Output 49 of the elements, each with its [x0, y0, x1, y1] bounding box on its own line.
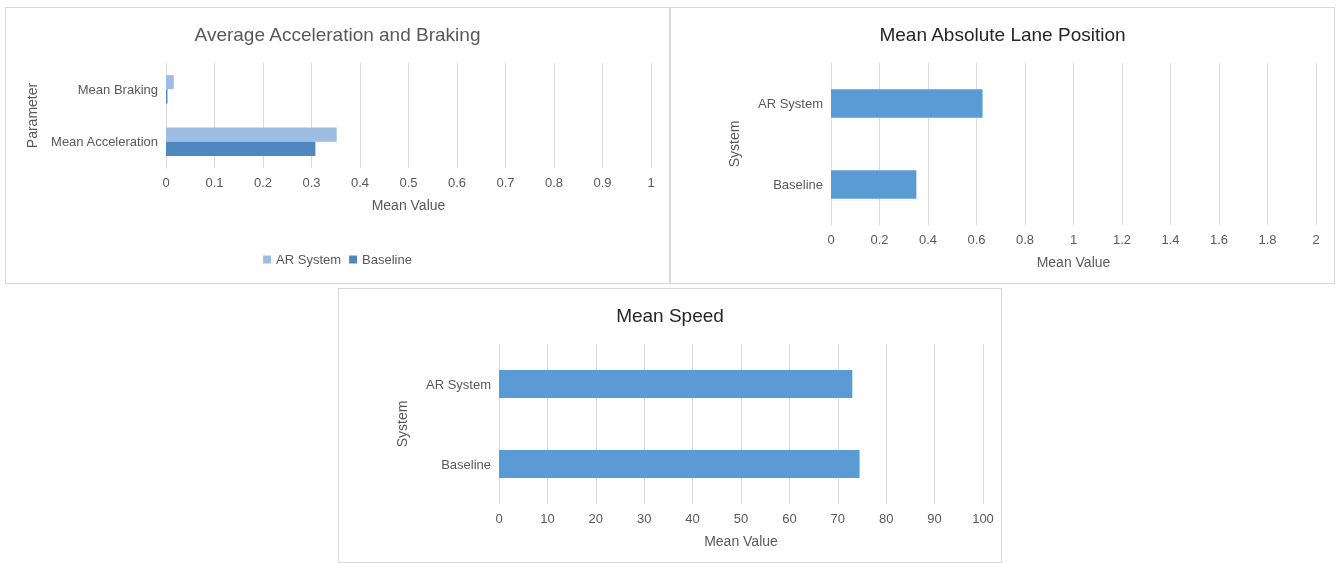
x-tick-label: 0.8	[1015, 232, 1035, 247]
x-tick-label: 40	[685, 511, 700, 526]
x-axis-title: Mean Value	[1036, 254, 1111, 270]
bar	[166, 75, 174, 90]
x-tick-label: 0.7	[496, 175, 515, 190]
x-tick-label: 2	[1312, 232, 1320, 247]
x-axis-title: Mean Value	[704, 533, 779, 549]
legend-label: Baseline	[362, 252, 412, 267]
x-tick-label: 1	[647, 175, 655, 190]
x-tick-label: 0.2	[253, 175, 273, 190]
x-tick-label: 20	[588, 511, 604, 526]
x-tick-label: 50	[733, 511, 749, 526]
x-tick-label: 0.2	[870, 232, 889, 247]
x-tick-label: 0.5	[399, 175, 418, 190]
legend-label: AR System	[276, 252, 342, 267]
x-tick-label: 1.6	[1209, 232, 1229, 247]
x-tick-label: 1	[1069, 232, 1078, 247]
x-tick-label: 0	[162, 175, 170, 190]
x-tick-label: 1.8	[1258, 232, 1277, 247]
x-tick-label: 0.1	[205, 175, 224, 190]
y-axis-title: Parameter	[24, 82, 41, 149]
y-axis-title: System	[394, 400, 410, 448]
x-tick-label: 0.6	[447, 175, 467, 190]
bar	[166, 141, 316, 156]
y-tick-label: Mean Braking	[77, 81, 158, 97]
y-tick-label: Mean Acceleration	[51, 134, 158, 150]
x-tick-label: 0	[827, 232, 835, 247]
x-tick-label: 90	[927, 511, 942, 526]
x-tick-label: 0.9	[593, 175, 612, 190]
x-tick-label: 0.4	[918, 232, 938, 247]
y-axis-title: System	[726, 120, 742, 168]
x-tick-label: 0.4	[350, 175, 370, 190]
bar	[166, 127, 337, 142]
chart-title: Mean Speed	[616, 305, 724, 326]
chart-title: Average Acceleration and Braking	[194, 24, 481, 45]
x-tick-label: 0.8	[544, 175, 564, 190]
chart-title: Mean Absolute Lane Position	[879, 24, 1126, 45]
x-tick-label: 60	[782, 511, 797, 526]
x-tick-label: 1.2	[1112, 232, 1132, 247]
x-tick-label: 10	[540, 511, 555, 526]
x-tick-label: 80	[878, 511, 894, 526]
x-tick-label: 30	[636, 511, 652, 526]
x-tick-label: 0.3	[302, 175, 321, 190]
x-tick-label: 100	[972, 511, 994, 526]
x-tick-label: 70	[830, 511, 846, 526]
x-tick-label: 0	[495, 511, 503, 526]
x-axis-title: Mean Value	[371, 197, 446, 213]
x-tick-label: 1.4	[1161, 232, 1180, 247]
x-tick-label: 0.6	[967, 232, 986, 247]
